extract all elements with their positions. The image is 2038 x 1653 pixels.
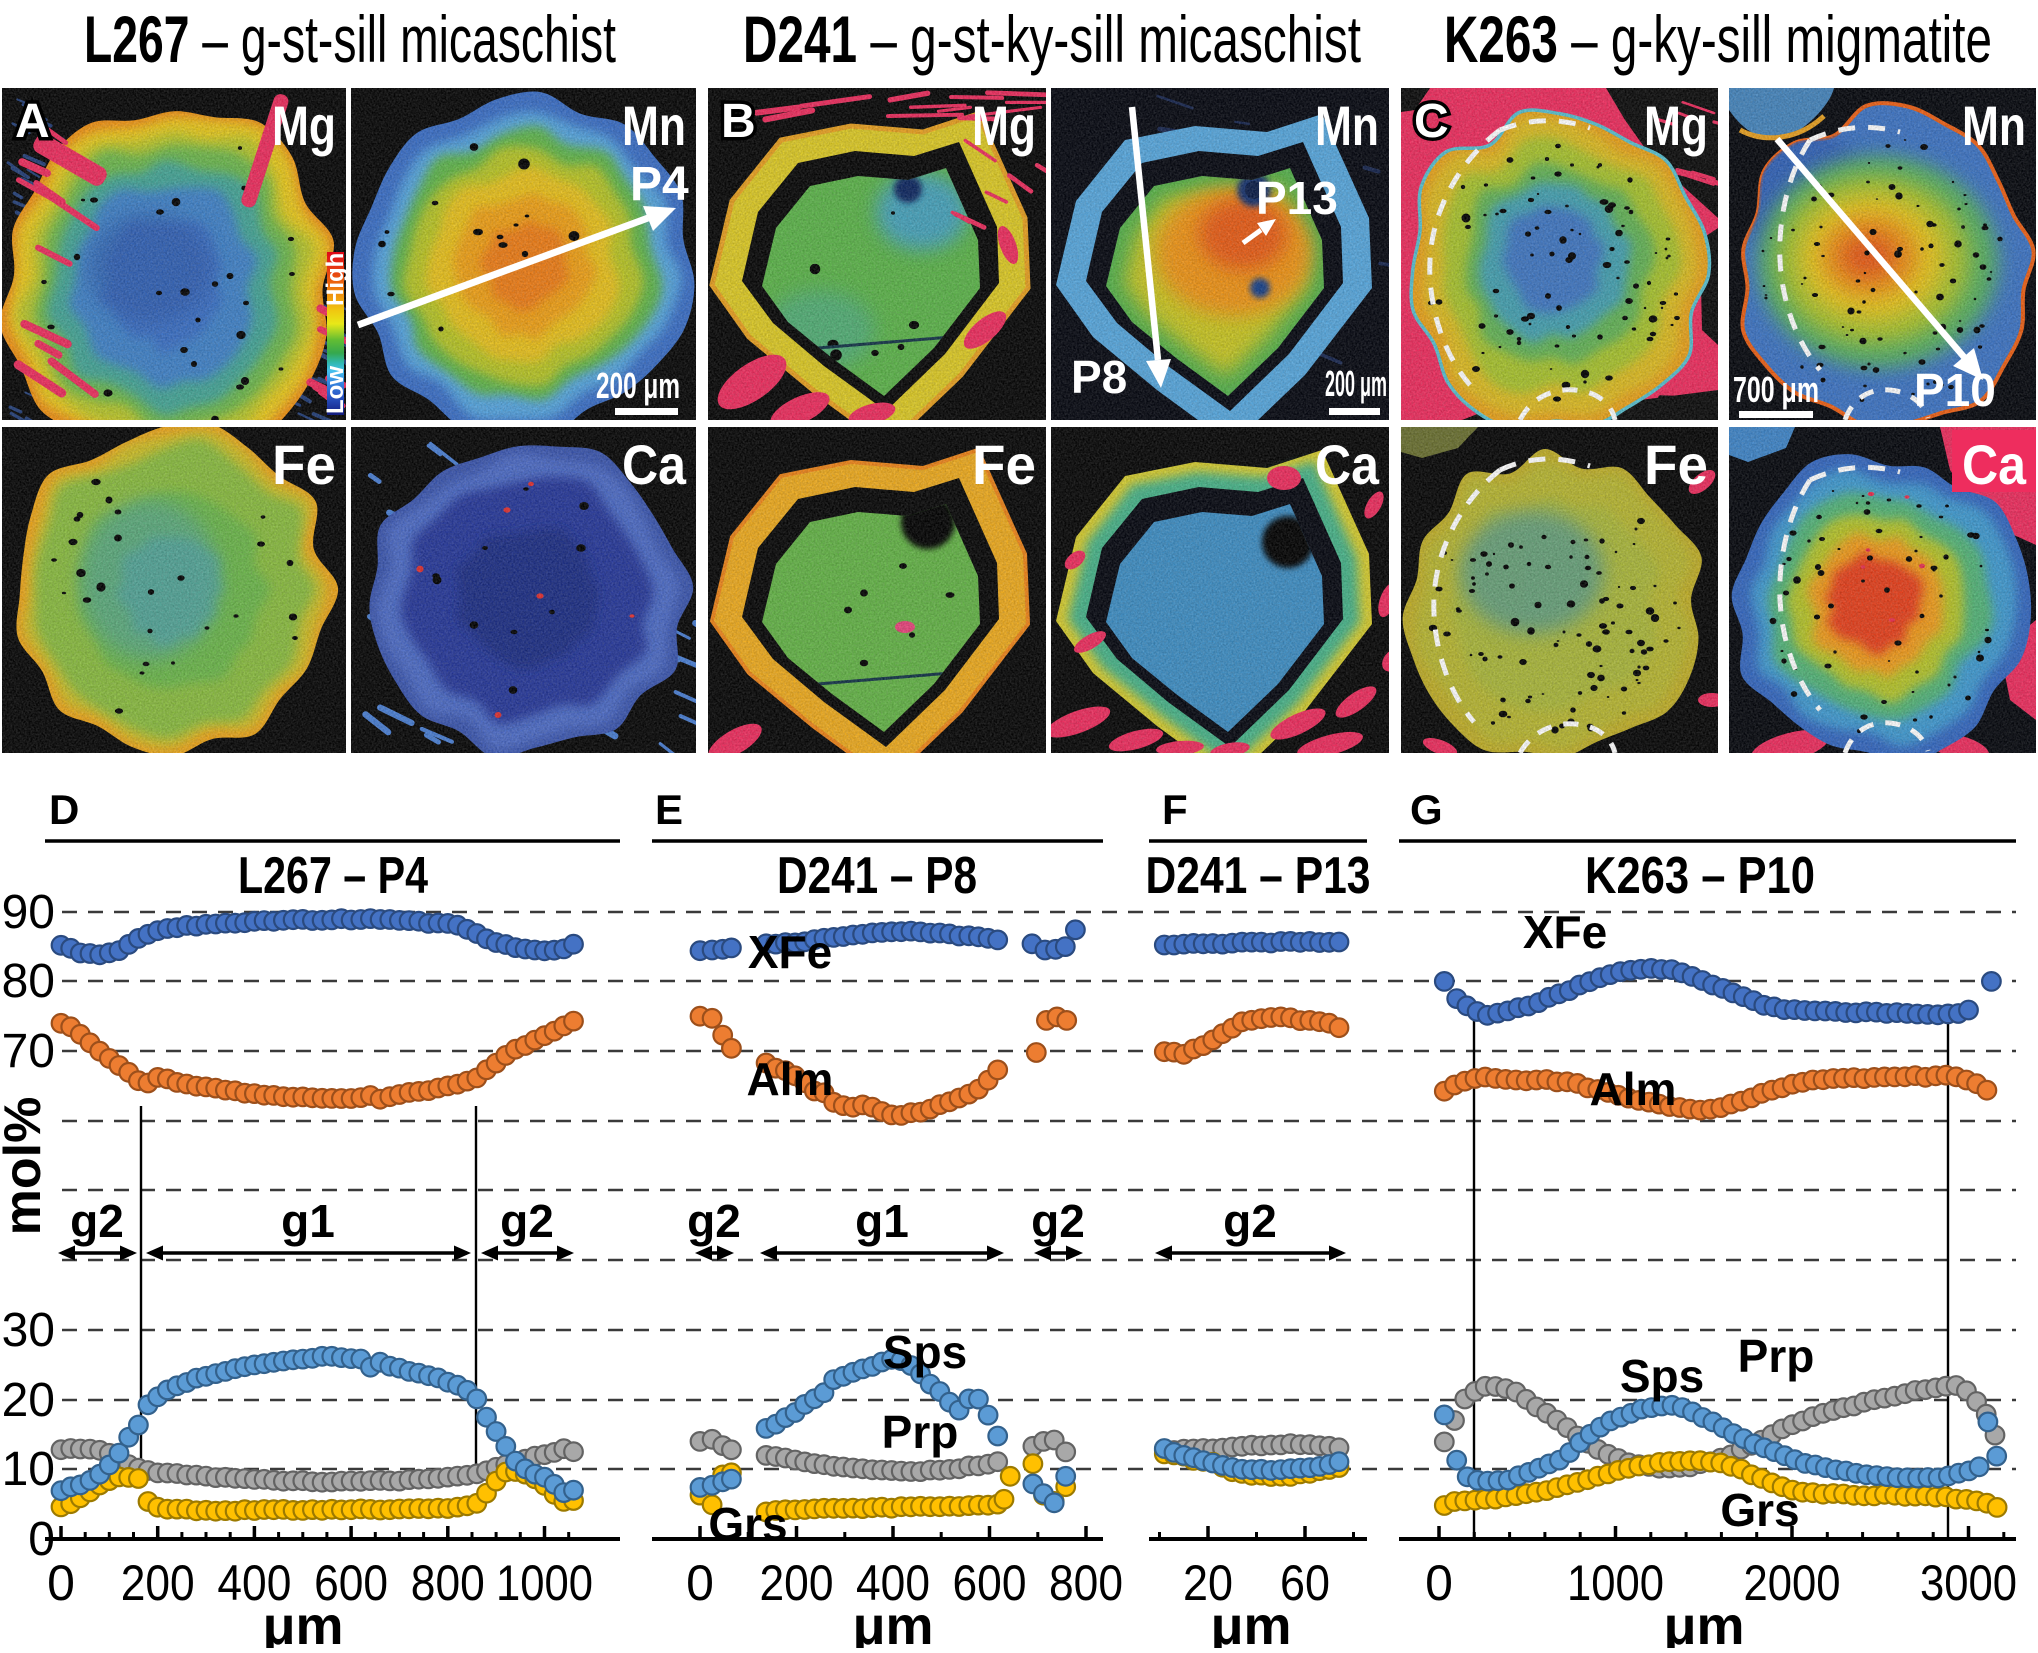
svg-text:10: 10 xyxy=(2,1443,55,1496)
svg-text:600: 600 xyxy=(314,1555,388,1611)
svg-text:Mn: Mn xyxy=(1962,94,2026,157)
svg-text:D241 – P8: D241 – P8 xyxy=(777,847,977,905)
svg-text:XFe: XFe xyxy=(1523,906,1607,958)
svg-text:Prp: Prp xyxy=(1738,1330,1815,1382)
svg-text:K263 – g-ky-sill migmatite: K263 – g-ky-sill migmatite xyxy=(1444,2,1992,76)
svg-text:Grs: Grs xyxy=(708,1498,787,1550)
svg-text:A: A xyxy=(15,95,50,148)
svg-text:0: 0 xyxy=(686,1555,714,1611)
svg-text:2000: 2000 xyxy=(1744,1555,1841,1611)
svg-text:Prp: Prp xyxy=(882,1406,959,1458)
svg-text:0: 0 xyxy=(1425,1555,1453,1611)
svg-text:Sps: Sps xyxy=(883,1326,967,1378)
svg-text:μm: μm xyxy=(852,1596,933,1648)
svg-text:20: 20 xyxy=(2,1374,55,1427)
svg-text:20: 20 xyxy=(1183,1555,1233,1611)
svg-text:P13: P13 xyxy=(1256,172,1338,224)
svg-text:Mg: Mg xyxy=(272,94,336,157)
svg-text:Grs: Grs xyxy=(1720,1484,1799,1536)
svg-text:g2: g2 xyxy=(500,1195,554,1247)
svg-text:800: 800 xyxy=(1049,1555,1123,1611)
svg-text:B: B xyxy=(721,95,756,148)
svg-text:60: 60 xyxy=(1280,1555,1330,1611)
svg-text:C: C xyxy=(1414,95,1449,148)
svg-text:P10: P10 xyxy=(1914,364,1996,416)
svg-text:L267 – P4: L267 – P4 xyxy=(238,847,428,905)
svg-text:D241 – P13: D241 – P13 xyxy=(1146,847,1371,905)
svg-text:Mg: Mg xyxy=(972,94,1036,157)
svg-text:Alm: Alm xyxy=(747,1053,834,1105)
svg-text:200: 200 xyxy=(760,1555,834,1611)
svg-text:400: 400 xyxy=(856,1555,930,1611)
svg-text:Mn: Mn xyxy=(622,94,686,157)
svg-text:90: 90 xyxy=(2,886,55,939)
svg-text:XFe: XFe xyxy=(748,926,832,978)
svg-text:P8: P8 xyxy=(1071,351,1127,403)
svg-text:μm: μm xyxy=(1663,1596,1744,1648)
svg-text:P4: P4 xyxy=(630,158,689,211)
svg-text:Fe: Fe xyxy=(972,433,1036,496)
svg-text:μm: μm xyxy=(1210,1596,1291,1648)
svg-text:600: 600 xyxy=(953,1555,1027,1611)
svg-text:K263 – P10: K263 – P10 xyxy=(1585,847,1815,905)
svg-text:Ca: Ca xyxy=(1962,433,2027,496)
svg-text:Low: Low xyxy=(322,366,349,414)
svg-text:800: 800 xyxy=(411,1555,485,1611)
svg-text:D241 – g-st-ky-sill micaschist: D241 – g-st-ky-sill micaschist xyxy=(743,2,1361,76)
svg-text:g2: g2 xyxy=(687,1195,741,1247)
svg-text:E: E xyxy=(655,786,683,833)
svg-text:0: 0 xyxy=(47,1555,75,1611)
svg-text:70: 70 xyxy=(2,1025,55,1078)
svg-text:30: 30 xyxy=(2,1304,55,1357)
svg-text:High: High xyxy=(322,253,349,306)
svg-text:g2: g2 xyxy=(1223,1195,1277,1247)
svg-text:Mg: Mg xyxy=(1644,94,1708,157)
svg-text:3000: 3000 xyxy=(1920,1555,2017,1611)
svg-text:200: 200 xyxy=(121,1555,195,1611)
svg-text:200 μm: 200 μm xyxy=(596,365,680,406)
svg-text:F: F xyxy=(1162,786,1188,833)
svg-text:mol%: mol% xyxy=(0,1097,52,1236)
svg-text:g1: g1 xyxy=(855,1195,909,1247)
svg-text:g2: g2 xyxy=(70,1195,124,1247)
svg-text:μm: μm xyxy=(262,1596,343,1648)
svg-text:400: 400 xyxy=(217,1555,291,1611)
svg-text:G: G xyxy=(1410,786,1443,833)
svg-text:Alm: Alm xyxy=(1590,1063,1677,1115)
svg-text:D: D xyxy=(49,786,79,833)
svg-text:700 μm: 700 μm xyxy=(1733,369,1819,410)
svg-text:g1: g1 xyxy=(281,1195,335,1247)
svg-text:Fe: Fe xyxy=(272,433,336,496)
svg-text:1000: 1000 xyxy=(1567,1555,1664,1611)
svg-text:Ca: Ca xyxy=(1315,433,1380,496)
svg-text:200 μm: 200 μm xyxy=(1325,363,1387,404)
svg-text:Sps: Sps xyxy=(1620,1350,1704,1402)
svg-text:Ca: Ca xyxy=(622,433,687,496)
svg-text:80: 80 xyxy=(2,955,55,1008)
svg-text:g2: g2 xyxy=(1031,1195,1085,1247)
svg-text:Mn: Mn xyxy=(1315,94,1379,157)
svg-text:Fe: Fe xyxy=(1644,433,1708,496)
svg-text:1000: 1000 xyxy=(496,1555,593,1611)
svg-text:L267 – g-st-sill micaschist: L267 – g-st-sill micaschist xyxy=(84,2,616,76)
